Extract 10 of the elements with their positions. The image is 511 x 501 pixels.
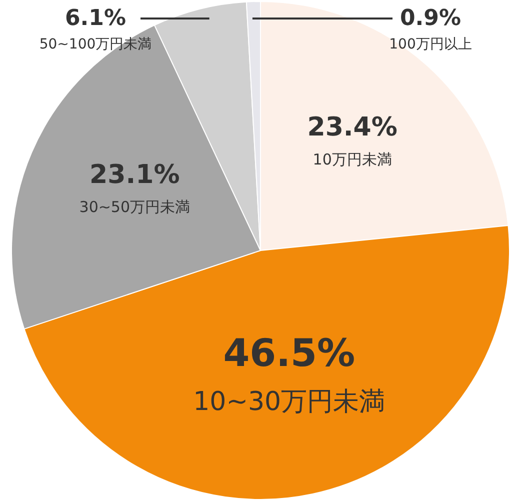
slice-label: 30~50万円未満: [79, 198, 190, 216]
slice-label: 10万円未満: [312, 150, 392, 169]
data-label: 0.9%: [400, 6, 462, 31]
slice-label: 50~100万円未満: [39, 36, 152, 52]
data-label: 23.4%: [307, 112, 398, 143]
data-label: 46.5%: [223, 330, 356, 375]
slice-label: 10~30万円未満: [193, 386, 386, 417]
data-label: 6.1%: [64, 6, 126, 31]
slice-label: 100万円以上: [389, 36, 472, 52]
data-label: 23.1%: [90, 160, 180, 190]
